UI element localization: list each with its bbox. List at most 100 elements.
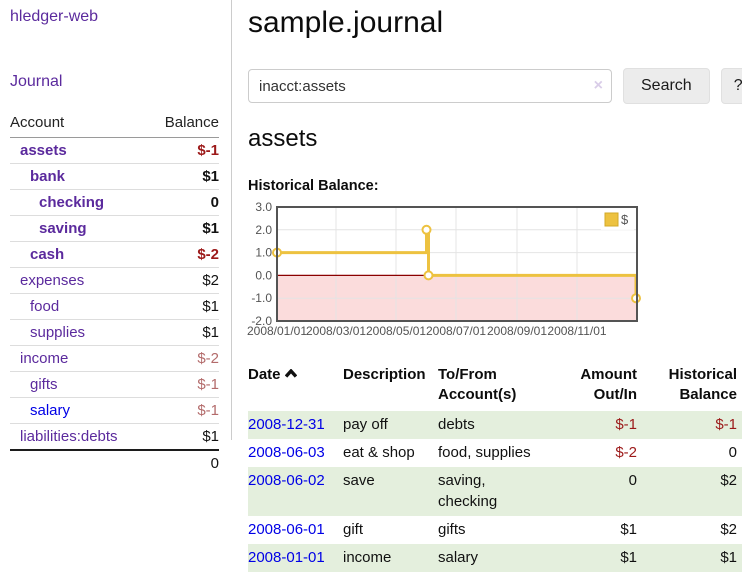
balance-cell: 0 bbox=[728, 443, 737, 461]
account-row: liabilities:debts $1 bbox=[10, 424, 219, 449]
account-link[interactable]: liabilities:debts bbox=[20, 428, 118, 445]
svg-text:-1.0: -1.0 bbox=[251, 291, 272, 305]
chevron-up-icon bbox=[284, 369, 297, 378]
accounts-cell: debts bbox=[438, 415, 475, 433]
account-balance: $1 bbox=[202, 324, 219, 341]
amount-cell: $-2 bbox=[615, 443, 637, 461]
col-header-accounts: To/From Account(s) bbox=[438, 366, 517, 404]
svg-text:2008/09/01: 2008/09/01 bbox=[487, 324, 547, 338]
chart-svg: 3.0 2.0 1.0 0.0 -1.0 -2.02008/01/012008/03/01… bbox=[247, 200, 641, 338]
account-link[interactable]: expenses bbox=[20, 272, 85, 289]
account-balance: $1 bbox=[202, 428, 219, 445]
svg-text:3.0: 3.0 bbox=[255, 200, 272, 214]
account-link[interactable]: income bbox=[20, 350, 69, 367]
account-row: income $-2 bbox=[10, 346, 219, 372]
svg-text:2008/01/01: 2008/01/01 bbox=[247, 324, 307, 338]
balance-cell: $2 bbox=[720, 520, 737, 538]
account-link[interactable]: saving bbox=[39, 220, 87, 237]
account-row: food $1 bbox=[10, 294, 219, 320]
legend-swatch bbox=[604, 212, 619, 227]
svg-text:2008/05/01: 2008/05/01 bbox=[366, 324, 426, 338]
accounts-header-balance: Balance bbox=[164, 114, 219, 131]
account-link[interactable]: salary bbox=[30, 402, 71, 419]
chart-title: Historical Balance: bbox=[248, 178, 379, 194]
accounts-header-row: Account Balance bbox=[10, 111, 219, 138]
register-table: Date Description To/From Account(s) Amou… bbox=[248, 363, 742, 572]
search-input[interactable] bbox=[248, 69, 612, 103]
col-header-description: Description bbox=[343, 366, 426, 383]
accounts-cell: salary bbox=[438, 548, 479, 566]
account-row: assets $-1 bbox=[10, 138, 219, 164]
description-cell: save bbox=[343, 471, 375, 489]
accounts-cell: food, supplies bbox=[438, 443, 531, 461]
accounts-list: assets $-1 bank $1 checking 0 saving $1 cash $-2 e… bbox=[10, 138, 219, 449]
data-point-marker bbox=[423, 270, 434, 281]
account-balance: $1 bbox=[202, 298, 219, 315]
description-cell: pay off bbox=[343, 415, 388, 433]
search-button[interactable]: Search bbox=[623, 68, 710, 104]
balance-cell: $2 bbox=[720, 471, 737, 489]
transaction-date-link[interactable]: 2008-01-01 bbox=[248, 548, 325, 566]
col-header-date[interactable]: Date bbox=[248, 363, 343, 411]
accounts-header-account: Account bbox=[10, 114, 65, 131]
date-cell: 2008-06-02 bbox=[248, 467, 343, 516]
balance-cell: $-1 bbox=[715, 415, 737, 433]
sidebar: hledger-web Journal Account Balance asse… bbox=[0, 0, 232, 472]
account-balance: $-1 bbox=[197, 402, 219, 419]
help-button[interactable]: ? bbox=[720, 68, 742, 104]
clear-search-icon[interactable]: × bbox=[593, 77, 603, 94]
date-cell: 2008-12-31 bbox=[248, 411, 343, 439]
account-link[interactable]: cash bbox=[30, 246, 65, 263]
transaction-date-link[interactable]: 2008-12-31 bbox=[248, 415, 325, 433]
col-header-amount: Amount Out/In bbox=[580, 366, 637, 404]
amount-cell: $1 bbox=[620, 520, 637, 538]
account-row: saving $1 bbox=[10, 216, 219, 242]
accounts-cell: gifts bbox=[438, 520, 466, 538]
date-cell: 2008-06-03 bbox=[248, 439, 343, 467]
account-link[interactable]: bank bbox=[30, 168, 66, 185]
search-bar: × Search ? bbox=[248, 68, 742, 104]
svg-text:0.0: 0.0 bbox=[255, 268, 272, 282]
transaction-date-link[interactable]: 2008-06-03 bbox=[248, 443, 325, 461]
balance-cell: $1 bbox=[720, 548, 737, 566]
account-row: bank $1 bbox=[10, 164, 219, 190]
account-link[interactable]: assets bbox=[20, 142, 67, 159]
svg-text:2.0: 2.0 bbox=[255, 223, 272, 237]
svg-text:2008/07/01: 2008/07/01 bbox=[426, 324, 486, 338]
account-link[interactable]: supplies bbox=[30, 324, 86, 341]
brand-link[interactable]: hledger-web bbox=[10, 8, 99, 25]
account-row: gifts $-1 bbox=[10, 372, 219, 398]
accounts-total-value: 0 bbox=[210, 455, 219, 472]
transaction-date-link[interactable]: 2008-06-01 bbox=[248, 520, 325, 538]
account-balance: $1 bbox=[202, 168, 219, 185]
col-header-balance: Historical Balance bbox=[668, 366, 737, 404]
account-row: cash $-2 bbox=[10, 242, 219, 268]
account-link[interactable]: gifts bbox=[30, 376, 58, 393]
table-row: 2008-06-01 gift gifts $1 $2 bbox=[248, 516, 742, 544]
register-header-row: Date Description To/From Account(s) Amou… bbox=[248, 363, 742, 411]
col-header-date-label: Date bbox=[248, 366, 281, 383]
amount-cell: $-1 bbox=[615, 415, 637, 433]
description-cell: income bbox=[343, 548, 392, 566]
account-row: expenses $2 bbox=[10, 268, 219, 294]
sidebar-item-journal[interactable]: Journal bbox=[10, 73, 63, 90]
date-cell: 2008-01-01 bbox=[248, 544, 343, 572]
data-point-marker bbox=[421, 224, 432, 235]
main-content: sample.journal × Search ? assets Histori… bbox=[247, 0, 742, 572]
account-row: checking 0 bbox=[10, 190, 219, 216]
amount-cell: 0 bbox=[628, 471, 637, 489]
transaction-date-link[interactable]: 2008-06-02 bbox=[248, 471, 325, 489]
account-balance: $-2 bbox=[197, 246, 219, 263]
table-row: 2008-06-02 save saving, checking 0 $2 bbox=[248, 466, 742, 516]
account-link[interactable]: food bbox=[30, 298, 60, 315]
legend-label: $ bbox=[621, 212, 629, 227]
svg-text:2008/11/01: 2008/11/01 bbox=[547, 324, 606, 338]
accounts-cell: saving, checking bbox=[438, 471, 498, 510]
account-link[interactable]: checking bbox=[39, 194, 105, 211]
description-cell: eat & shop bbox=[343, 443, 415, 461]
account-balance: $-1 bbox=[197, 142, 219, 159]
amount-cell: $1 bbox=[620, 548, 637, 566]
account-balance: $-2 bbox=[197, 350, 219, 367]
account-balance: $-1 bbox=[197, 376, 219, 393]
account-balance: 0 bbox=[210, 194, 219, 211]
